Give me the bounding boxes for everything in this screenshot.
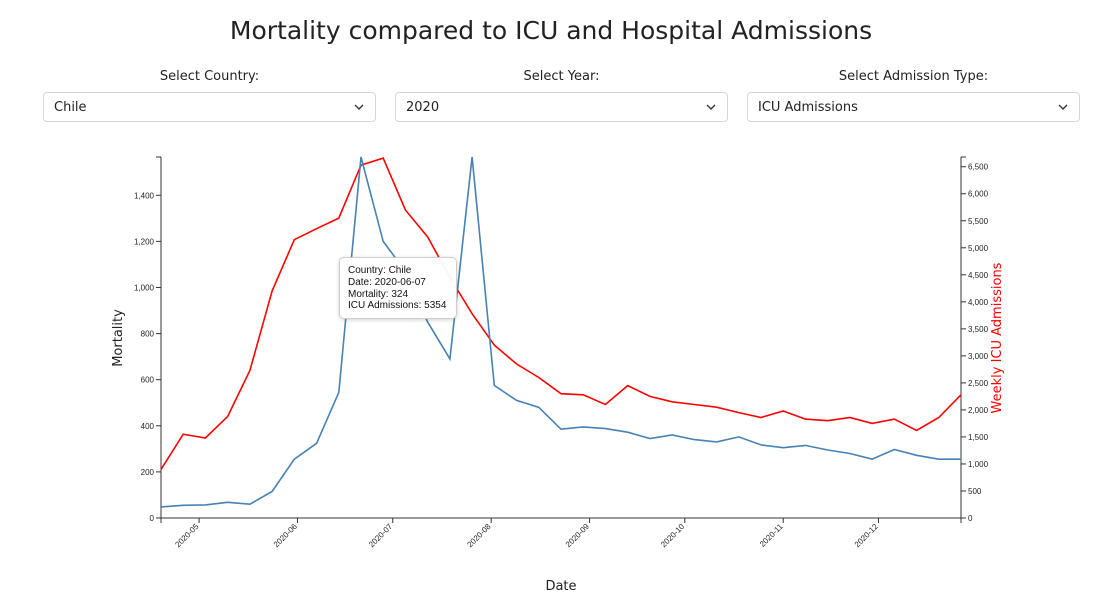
right-tick-label: 3,000 xyxy=(968,352,989,361)
left-tick-label: 600 xyxy=(141,376,155,385)
right-tick-label: 6,500 xyxy=(968,163,989,172)
page-title: Mortality compared to ICU and Hospital A… xyxy=(229,16,873,45)
year-select-value: 2020 xyxy=(406,100,440,115)
tooltip-admissions: ICU Admissions: 5354 xyxy=(348,300,447,312)
admission-type-select-label: Select Admission Type: xyxy=(838,69,989,84)
chevron-down-icon xyxy=(1058,104,1068,110)
series-line-mortality xyxy=(160,156,961,508)
admission-type-select-value: ICU Admissions xyxy=(758,100,858,115)
right-tick-label: 5,500 xyxy=(968,217,989,226)
x-tick-label: 2020-11 xyxy=(758,522,785,549)
right-y-axis: 0 500 1,000 1,500 2,000 2,500 3,000 3,500 4,000 4… xyxy=(960,156,989,523)
right-tick-label: 4,500 xyxy=(968,271,989,280)
right-tick-label: 5,000 xyxy=(968,244,989,253)
left-tick-label: 1,000 xyxy=(134,283,155,292)
admission-type-select[interactable]: ICU Admissions xyxy=(747,92,1080,122)
x-tick-label: 2020-05 xyxy=(173,522,201,550)
right-tick-label: 3,500 xyxy=(968,325,989,334)
tooltip-country: Country: Chile xyxy=(348,265,412,276)
y-axis-right-title: Weekly ICU Admissions xyxy=(990,262,1005,413)
x-tick-label: 2020-12 xyxy=(853,522,881,550)
country-select-value: Chile xyxy=(54,100,87,115)
chevron-down-icon xyxy=(706,104,716,110)
year-select[interactable]: 2020 xyxy=(395,92,728,122)
x-axis-title: Date xyxy=(545,579,576,594)
right-tick-label: 1,000 xyxy=(968,460,989,469)
right-tick-label: 6,000 xyxy=(968,190,989,199)
right-tick-label: 1,500 xyxy=(968,433,989,442)
x-tick-label: 2020-07 xyxy=(367,522,395,550)
country-select[interactable]: Chile xyxy=(43,92,376,122)
x-tick-label: 2020-08 xyxy=(465,522,493,550)
left-tick-label: 0 xyxy=(150,514,155,523)
right-tick-label: 500 xyxy=(968,487,982,496)
x-tick-label: 2020-06 xyxy=(272,522,300,550)
right-tick-label: 2,500 xyxy=(968,379,989,388)
x-tick-label: 2020-10 xyxy=(659,522,687,550)
x-axis: 2020-05 2020-06 2020-07 2020-08 2020-09 2020-… xyxy=(160,517,962,550)
left-tick-label: 400 xyxy=(141,422,155,431)
x-tick-label: 2020-09 xyxy=(564,522,592,550)
hover-tooltip: Country: Chile Date: 2020-06-07 Mortalit… xyxy=(339,257,457,320)
right-tick-label: 0 xyxy=(968,514,973,523)
right-tick-label: 2,000 xyxy=(968,406,989,415)
left-tick-label: 800 xyxy=(141,330,155,339)
left-tick-label: 1,200 xyxy=(134,237,155,246)
chevron-down-icon xyxy=(354,104,364,110)
year-select-label: Select Year: xyxy=(523,69,600,84)
tooltip-mortality: Mortality: 324 xyxy=(348,288,409,300)
tooltip-date: Date: 2020-06-07 xyxy=(348,276,426,288)
series-line-icu-admissions xyxy=(160,157,962,470)
left-tick-label: 200 xyxy=(141,468,155,477)
left-y-axis: 0 200 400 600 800 1,000 1,200 1,400 xyxy=(134,156,162,523)
left-tick-label: 1,400 xyxy=(134,191,155,200)
country-select-label: Select Country: xyxy=(159,69,260,84)
right-tick-label: 4,000 xyxy=(968,298,989,307)
y-axis-left-title: Mortality xyxy=(111,309,126,367)
